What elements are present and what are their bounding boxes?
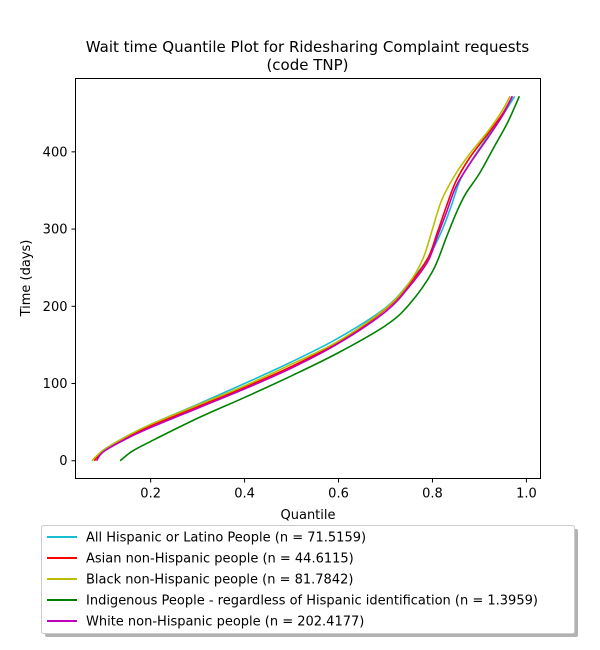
plot-area	[75, 78, 541, 479]
chart-title-line-1: Wait time Quantile Plot for Ridesharing …	[86, 38, 530, 56]
y-tick-label: 400	[43, 145, 68, 160]
legend-items: All Hispanic or Latino People (n = 71.51…	[47, 531, 538, 630]
legend-label-3: Indigenous People - regardless of Hispan…	[86, 594, 538, 609]
y-tick-label: 300	[43, 223, 68, 238]
series-line-4	[95, 95, 514, 462]
x-tick-label: 0.8	[422, 487, 443, 502]
x-axis-label: Quantile	[281, 508, 336, 523]
chart-title-line-2: (code TNP)	[266, 56, 348, 74]
y-tick-label: 0	[59, 454, 67, 469]
series-line-3	[119, 95, 521, 462]
legend-label-4: White non-Hispanic people (n = 202.4177)	[86, 615, 364, 630]
plot-frame	[75, 78, 541, 479]
legend-label-0: All Hispanic or Latino People (n = 71.51…	[86, 531, 366, 546]
y-tick-label: 200	[43, 300, 68, 315]
y-axis-ticks: 0 100 200 300 400	[43, 145, 76, 469]
legend-box	[41, 525, 575, 634]
x-tick-label: 0.4	[234, 487, 255, 502]
y-axis-label: Time (days)	[19, 240, 34, 318]
legend-label-1: Asian non-Hispanic people (n = 44.6115)	[86, 552, 354, 567]
x-tick-label: 0.6	[328, 487, 349, 502]
series-line-2	[91, 95, 511, 462]
legend-label-2: Black non-Hispanic people (n = 81.7842)	[86, 573, 353, 588]
x-tick-label: 1.0	[516, 487, 537, 502]
y-tick-label: 100	[43, 377, 68, 392]
legend: All Hispanic or Latino People (n = 71.51…	[41, 525, 578, 637]
series-lines	[91, 95, 521, 462]
x-axis-ticks: 0.2 0.4 0.6 0.8 1.0	[140, 478, 537, 502]
x-tick-label: 0.2	[140, 487, 161, 502]
